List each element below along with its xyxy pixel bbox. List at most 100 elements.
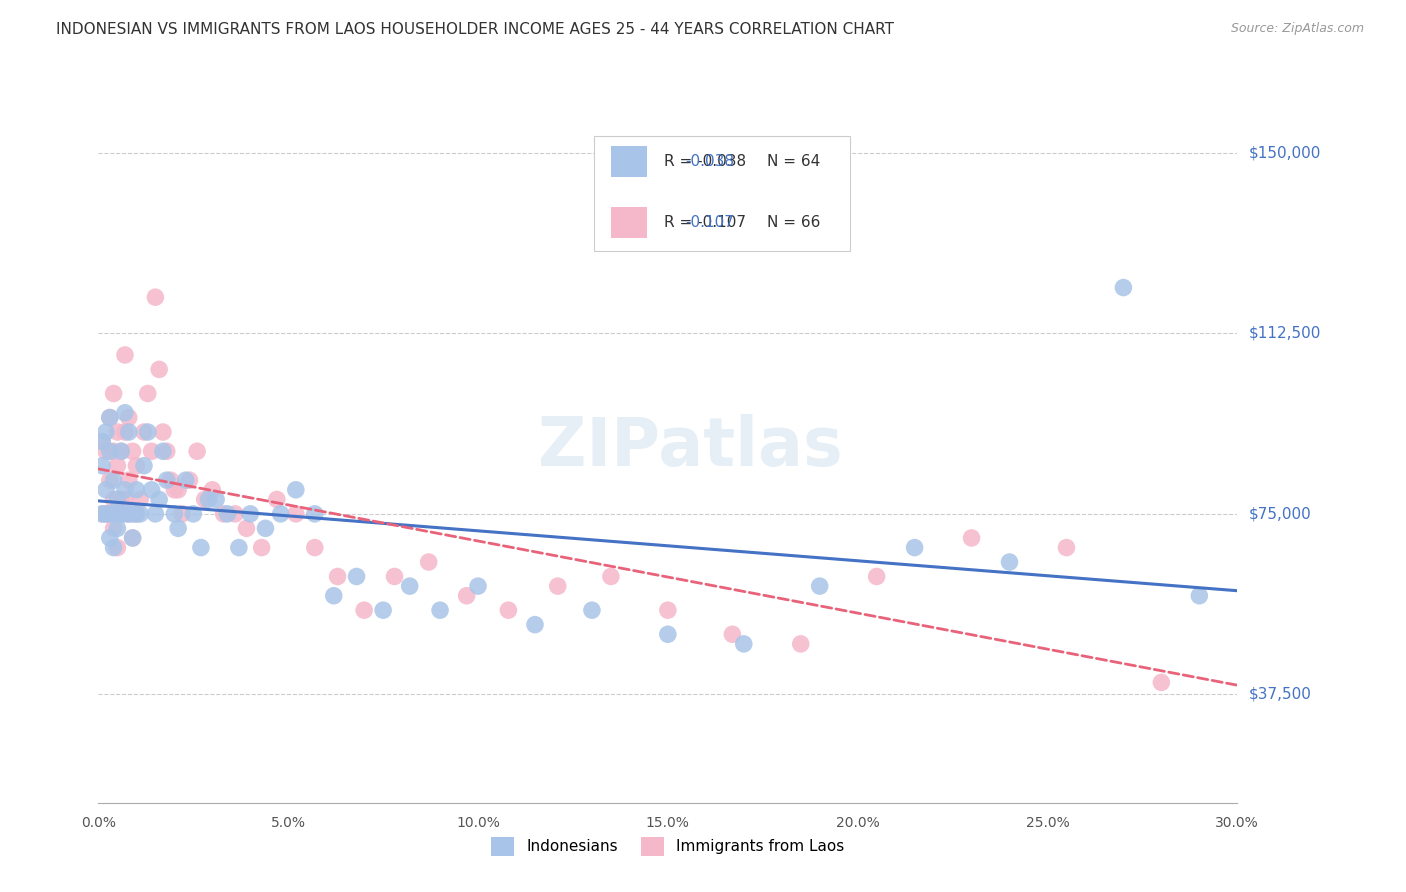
Point: [103, 541, 125, 555]
Point: [733, 637, 755, 651]
Point: [91, 434, 114, 449]
Point: [322, 589, 344, 603]
Point: [284, 483, 307, 497]
Point: [94, 507, 117, 521]
Point: [600, 569, 623, 583]
FancyBboxPatch shape: [612, 207, 647, 238]
Point: [152, 425, 174, 439]
Point: [132, 458, 155, 473]
Point: [250, 541, 273, 555]
Point: [254, 521, 277, 535]
Text: N = 64: N = 64: [766, 154, 820, 169]
Point: [94, 444, 117, 458]
Legend: Indonesians, Immigrants from Laos: Indonesians, Immigrants from Laos: [485, 831, 851, 862]
Point: [186, 444, 208, 458]
Point: [304, 507, 326, 521]
Point: [103, 521, 125, 535]
Point: [194, 492, 217, 507]
Point: [326, 569, 349, 583]
Text: INDONESIAN VS IMMIGRANTS FROM LAOS HOUSEHOLDER INCOME AGES 25 - 44 YEARS CORRELA: INDONESIAN VS IMMIGRANTS FROM LAOS HOUSE…: [56, 22, 894, 37]
Point: [467, 579, 489, 593]
Point: [98, 473, 121, 487]
Point: [167, 521, 190, 535]
Point: [98, 507, 121, 521]
Point: [114, 492, 136, 507]
Point: [217, 507, 239, 521]
Point: [91, 507, 114, 521]
Point: [152, 444, 174, 458]
Point: [103, 444, 125, 458]
Text: $37,500: $37,500: [1249, 687, 1312, 702]
Point: [866, 569, 889, 583]
Point: [121, 444, 143, 458]
Text: N = 66: N = 66: [766, 215, 820, 230]
Point: [239, 507, 262, 521]
Point: [91, 434, 114, 449]
Text: $75,000: $75,000: [1249, 507, 1312, 522]
Point: [118, 410, 141, 425]
Point: [808, 579, 831, 593]
Point: [304, 541, 326, 555]
Point: [98, 410, 121, 425]
Point: [998, 555, 1021, 569]
Point: [118, 507, 141, 521]
Point: [98, 410, 121, 425]
Point: [98, 507, 121, 521]
Point: [429, 603, 451, 617]
Point: [141, 483, 163, 497]
Point: [110, 507, 132, 521]
Point: [132, 425, 155, 439]
Point: [94, 425, 117, 439]
Point: [114, 507, 136, 521]
Point: [190, 541, 212, 555]
Point: [174, 473, 197, 487]
Text: $150,000: $150,000: [1249, 145, 1320, 161]
Text: R = -0.107: R = -0.107: [665, 215, 747, 230]
Point: [121, 531, 143, 545]
Point: [98, 444, 121, 458]
Point: [107, 507, 129, 521]
Point: [384, 569, 406, 583]
Point: [163, 483, 186, 497]
Point: [118, 507, 141, 521]
Point: [98, 531, 121, 545]
Point: [148, 492, 170, 507]
Point: [136, 425, 159, 439]
Point: [91, 458, 114, 473]
Point: [114, 406, 136, 420]
Point: [121, 507, 143, 521]
Point: [201, 483, 224, 497]
Point: [148, 362, 170, 376]
Point: [547, 579, 569, 593]
Point: [125, 507, 148, 521]
FancyBboxPatch shape: [593, 136, 851, 252]
Point: [657, 603, 679, 617]
Point: [235, 521, 257, 535]
Point: [114, 425, 136, 439]
Point: [110, 444, 132, 458]
Point: [960, 531, 983, 545]
Point: [418, 555, 440, 569]
Point: [145, 507, 167, 521]
Point: [904, 541, 927, 555]
Point: [163, 507, 186, 521]
Point: [125, 458, 148, 473]
Point: [110, 444, 132, 458]
Point: [141, 444, 163, 458]
Point: [721, 627, 744, 641]
Point: [94, 507, 117, 521]
Point: [114, 348, 136, 362]
Point: [270, 507, 292, 521]
Point: [353, 603, 375, 617]
FancyBboxPatch shape: [612, 146, 647, 178]
Point: [125, 483, 148, 497]
Point: [103, 492, 125, 507]
Point: [398, 579, 420, 593]
Point: [107, 521, 129, 535]
Text: $112,500: $112,500: [1249, 326, 1320, 341]
Point: [205, 492, 228, 507]
Point: [183, 507, 205, 521]
Point: [346, 569, 368, 583]
Text: Source: ZipAtlas.com: Source: ZipAtlas.com: [1230, 22, 1364, 36]
Point: [156, 444, 179, 458]
